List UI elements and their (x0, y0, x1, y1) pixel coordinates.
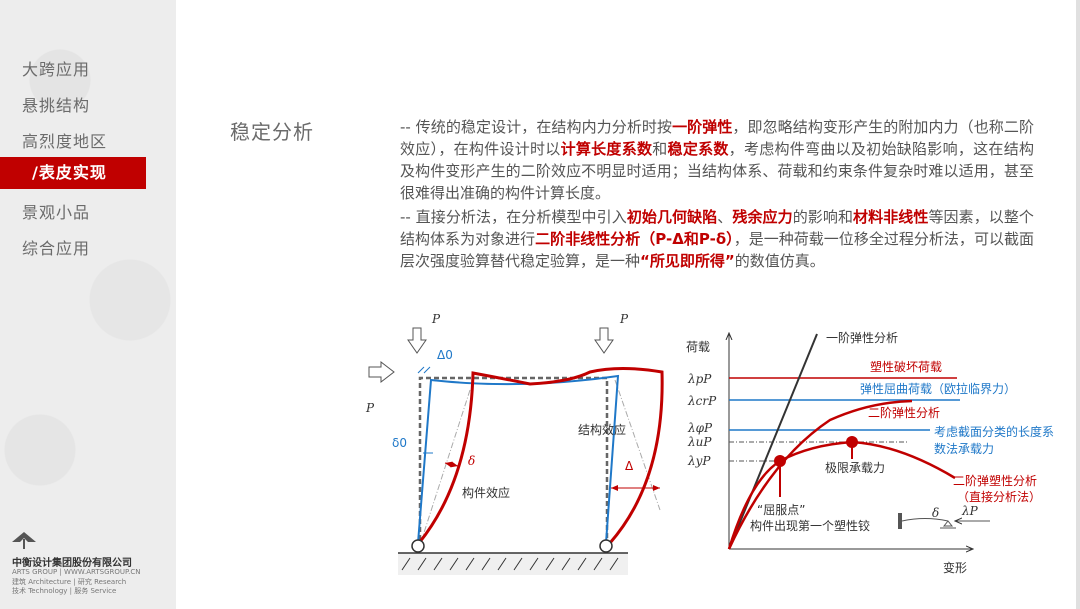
inset-column-sketch: δ λP (898, 504, 990, 529)
first-order-line (728, 333, 818, 550)
load-label: P (431, 312, 441, 326)
tick-label: λpP (687, 372, 712, 386)
company-tagline-2: 技术 Technology | 服务 Service (12, 587, 117, 595)
highlight-text: 计算长度系数 (560, 140, 653, 158)
body-text: 、 (717, 208, 733, 226)
paragraph-direct-analysis: -- 直接分析法，在分析模型中引入初始几何缺陷、残余应力的影响和材料非线性等因素… (400, 206, 1034, 272)
tick-label: λcrP (687, 394, 717, 408)
nav-item[interactable]: 景观小品 (22, 203, 91, 222)
load-label: P (619, 312, 629, 326)
load-label: P (365, 401, 375, 415)
tick-label: λφP (687, 421, 713, 435)
delta-label: δ (468, 454, 475, 468)
Delta-label: Δ (625, 459, 634, 473)
second-plastic-label: （直接分析法） (957, 489, 1041, 504)
delta0-label: δ0 (392, 436, 407, 450)
page-edge (1076, 0, 1080, 609)
second-elastic-curve (727, 399, 913, 550)
pin-support-right (599, 539, 613, 553)
logo-icon (12, 532, 36, 549)
y-axis-label: 荷载 (686, 340, 710, 354)
structure-effect-label: 结构效应 (578, 422, 626, 437)
highlight-text: 一阶弹性 (672, 118, 733, 136)
second-elastic-label: 二阶弹性分析 (868, 406, 940, 420)
frame-diagram: P P P Δ0 δ0 δ Δ 构件效应 结构效应 (365, 312, 664, 575)
company-tagline-1: 建筑 Architecture | 研究 Research (12, 578, 127, 586)
plastic-load-label: 塑性破坏荷载 (870, 359, 942, 374)
x-axis-label: 变形 (943, 560, 967, 575)
ultimate-label: 极限承载力 (825, 461, 885, 475)
nav-item[interactable]: 综合应用 (22, 239, 91, 258)
sidebar: 大跨应用 悬挑结构 高烈度地区 /表皮实现 景观小品 综合应用 中衡设计集团股份… (0, 0, 176, 609)
highlight-text: 稳定系数 (667, 140, 729, 158)
nav-item[interactable]: 高烈度地区 (22, 132, 108, 151)
company-name: 中衡设计集团股份有限公司 (12, 558, 132, 569)
yield-label: “屈服点” (757, 503, 805, 517)
tick-label: λuP (687, 435, 712, 449)
body-text: -- 传统的稳定设计，在结构内力分析时按 (400, 118, 673, 136)
body-text: 等因素，以整个结构体系为对象进行 (400, 208, 1034, 248)
body-text: ，即忽略结构变形产生的附加内力（也称二阶效应），在构件设计时以 (400, 118, 1034, 158)
undeformed-frame (418, 376, 609, 548)
highlight-text: 二阶非线性分析（P-Δ和P-δ） (535, 230, 734, 248)
body-text: 的数值仿真。 (734, 252, 825, 270)
paragraph-traditional: -- 传统的稳定设计，在结构内力分析时按一阶弹性，即忽略结构变形产生的附加内力（… (400, 116, 1034, 204)
ground (398, 553, 628, 575)
load-arrow-left (407, 327, 427, 354)
highlight-text: 初始几何缺陷 (626, 208, 718, 226)
load-arrow-right (594, 327, 614, 354)
nav-item-active[interactable]: /表皮实现 (0, 157, 146, 189)
body-text: ，考虑构件弯曲以及初始缺陷影响，这在结构及构件变形产生的二阶效应不明显时适用；当… (400, 140, 1034, 202)
inset-load-label: λP (961, 504, 979, 518)
yield-label: 构件出现第一个塑性铰 (750, 518, 870, 533)
nav-item[interactable]: 悬挑结构 (22, 96, 91, 115)
company-url: ARTS GROUP | WWW.ARTSGROUP.CN (12, 568, 141, 576)
lateral-load-arrow (368, 360, 395, 384)
effective-length-label: 考虑截面分类的长度系 (934, 424, 1054, 439)
body-text: 的影响和 (792, 208, 854, 226)
highlight-text: 残余应力 (732, 208, 793, 226)
page-title: 稳定分析 (230, 120, 314, 144)
member-effect-label: 构件效应 (462, 485, 510, 500)
highlight-text: “所见即所得” (640, 252, 735, 270)
second-plastic-curve (727, 440, 956, 550)
highlight-text: 材料非线性 (853, 208, 929, 226)
second-plastic-label: 二阶弹塑性分析 (953, 473, 1037, 488)
load-deformation-graph: 荷载 变形 λpP λcrP λφP λuP λyP 一阶弹性分析 塑性破坏荷载… (686, 331, 1054, 575)
blue-deformed-frame (417, 374, 620, 544)
effective-length-label: 数法承载力 (934, 441, 994, 456)
pin-support-left (411, 539, 425, 553)
body-text: ，是一种荷载一位移全过程分析法，可以截面层次强度验算替代稳定验算，是一种 (400, 230, 1034, 270)
delta0-cap-label: Δ0 (437, 348, 453, 362)
body-text: -- 直接分析法，在分析模型中引入 (400, 208, 627, 226)
inset-delta-label: δ (932, 506, 939, 520)
red-deformed-frame (417, 367, 664, 544)
elastic-buckling-label: 弹性屈曲荷载（欧拉临界力） (860, 381, 1016, 396)
nav-item[interactable]: 大跨应用 (22, 60, 91, 79)
tick-label: λyP (687, 454, 711, 468)
first-order-label: 一阶弹性分析 (826, 331, 898, 345)
body-text: 和 (652, 140, 668, 158)
